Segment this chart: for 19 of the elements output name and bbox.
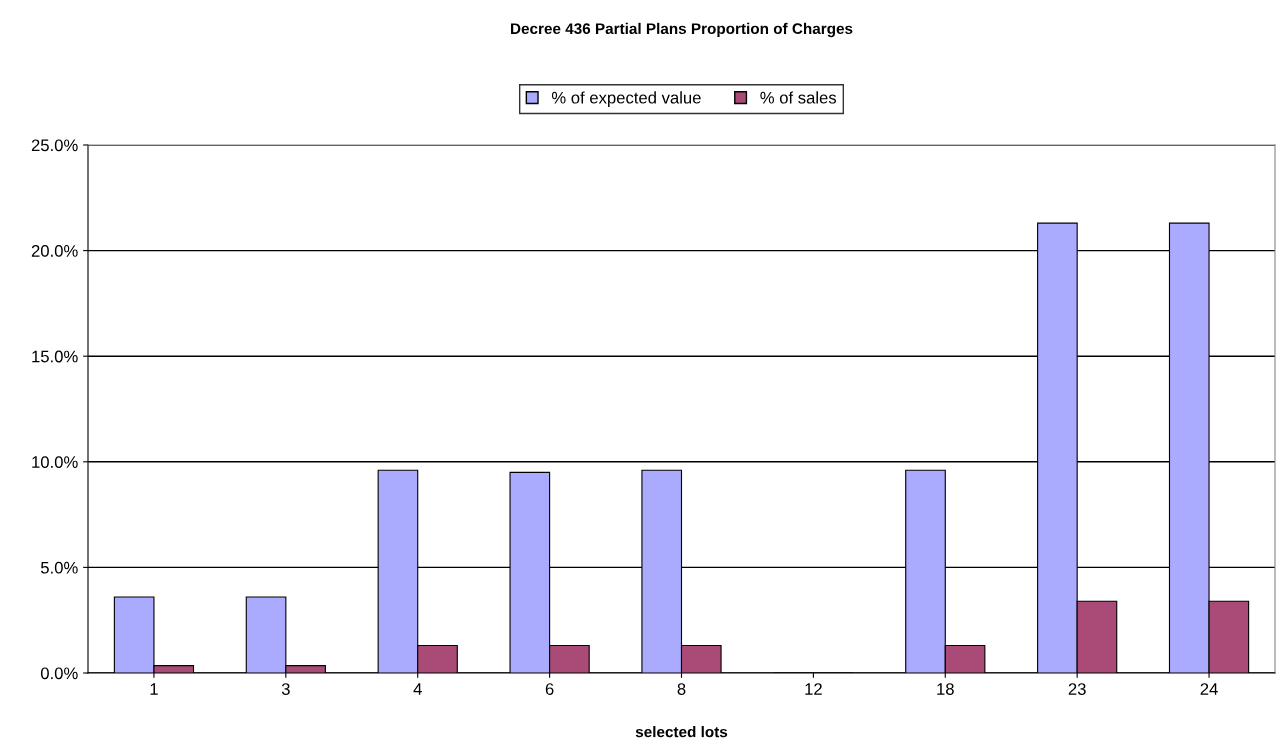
x-axis-title: selected lots [635,726,728,738]
y-tick-label: 15.0% [32,350,78,363]
legend-label: % of sales [760,91,837,104]
y-tick-label: 5.0% [40,561,78,574]
x-tick-label: 6 [545,683,554,695]
y-tick-label: 10.0% [32,456,78,468]
y-tick-label: 20.0% [31,245,78,257]
x-tick-label: 23 [1068,683,1086,695]
legend-label: % of expected value [551,91,701,107]
y-tick-label: 25.0% [31,139,78,152]
x-tick-label: 12 [805,683,822,695]
x-tick-label: 24 [1200,683,1218,695]
x-tick-label: 8 [677,683,686,695]
x-tick-label: 3 [281,683,290,695]
chart-title: Decree 436 Partial Plans Proportion of Charges [511,22,853,38]
x-tick-label: 1 [150,683,158,695]
x-tick-label: 4 [413,683,422,695]
y-tick-label: 0.0% [40,667,78,680]
x-tick-label: 18 [937,683,954,695]
